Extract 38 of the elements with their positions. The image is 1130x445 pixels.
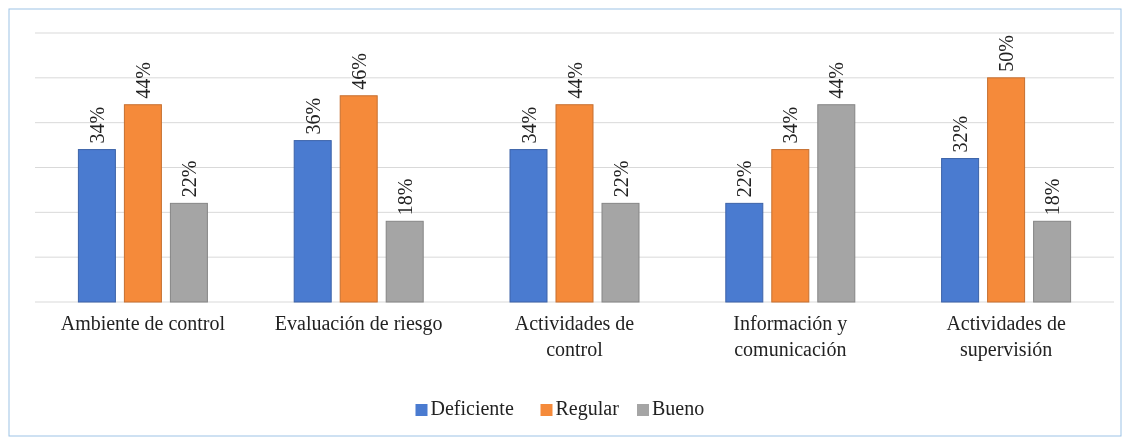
data-label: 34%	[517, 106, 540, 144]
data-label: 18%	[393, 178, 416, 216]
bar	[771, 149, 810, 303]
data-label: 46%	[347, 53, 370, 90]
bar	[77, 149, 116, 303]
data-label: 22%	[609, 160, 632, 198]
data-label: 22%	[177, 160, 200, 198]
data-label: 44%	[563, 62, 586, 99]
bar	[601, 202, 640, 303]
bar	[941, 158, 980, 303]
bar	[725, 202, 764, 303]
legend-label: Deficiente	[430, 397, 514, 419]
data-label: 44%	[825, 62, 848, 99]
data-label: 36%	[301, 97, 324, 135]
bar	[385, 220, 424, 303]
data-label: 50%	[995, 35, 1018, 72]
x-tick-label: Actividades de supervisión	[946, 312, 1066, 361]
legend-label: Bueno	[652, 397, 705, 419]
data-label: 34%	[779, 106, 802, 144]
bar	[293, 140, 332, 303]
bar	[169, 202, 208, 303]
bar	[123, 104, 162, 303]
bar	[1033, 220, 1072, 303]
bar	[339, 95, 378, 303]
data-label: 32%	[949, 115, 972, 153]
x-tick-label: Evaluación de riesgo	[274, 312, 443, 335]
bar	[555, 104, 594, 303]
data-label: 22%	[733, 160, 756, 198]
data-label: 18%	[1041, 178, 1064, 216]
x-tick-label: Información y comunicación	[733, 312, 848, 360]
bar	[509, 149, 548, 303]
data-label: 34%	[85, 106, 108, 144]
x-tick-label: Ambiente de control	[60, 312, 226, 334]
data-label: 44%	[131, 62, 154, 99]
bar	[817, 104, 856, 303]
x-tick-label: Actividades de control	[514, 312, 635, 360]
legend-label: Regular	[555, 397, 620, 420]
bar	[987, 77, 1026, 303]
